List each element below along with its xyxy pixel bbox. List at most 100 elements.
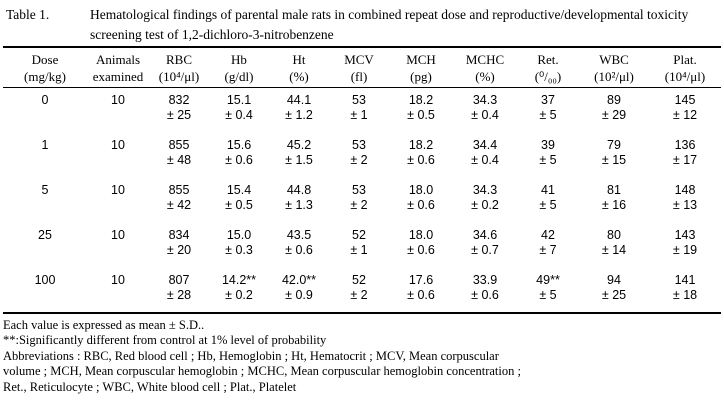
value-cell: 42.0** ± 0.9 (269, 268, 329, 313)
mean-value: 136 (674, 137, 696, 152)
sd-value: ± 29 (601, 108, 627, 122)
mean-value: 42.0** (281, 272, 317, 287)
header-unit: (⁰/₀₀) (534, 69, 562, 84)
value-cell: 18.2 ± 0.5 (389, 88, 453, 133)
table-header: Dose (mg/kg) Animals examined RBC (10⁴/μ… (3, 47, 721, 88)
sd-value: ± 5 (539, 287, 557, 302)
sd-value: ± 18 (672, 287, 698, 302)
sd-value: ± 25 (166, 108, 192, 122)
sd-value: ± 0.2 (225, 287, 253, 302)
mean-value: 53 (352, 93, 366, 107)
value-cell: 15.0 ± 0.3 (209, 223, 269, 268)
sd-value: ± 5 (539, 197, 557, 212)
sd-value: ± 1.2 (285, 108, 313, 122)
dose-cell: 100 (34, 272, 56, 287)
sd-value: ± 2 (350, 197, 368, 212)
animals-cell: 10 (111, 227, 125, 242)
sd-value: ± 7 (539, 242, 557, 257)
value-cell: 37 ± 5 (517, 88, 579, 133)
value-cell: 44.8 ± 1.3 (269, 178, 329, 223)
table-row: 25 10 834 ± 20 15.0 ± 0.3 43.5 ± 0.6 52 ± 1 18.0… (3, 223, 721, 268)
mean-value: 53 (352, 137, 366, 152)
mean-value: 81 (607, 182, 621, 197)
mean-value: 15.6 (226, 137, 252, 152)
value-cell: 15.6 ± 0.6 (209, 133, 269, 178)
table-row: 100 10 807 ± 28 14.2** ± 0.2 42.0** ± 0.9 52 ± … (3, 268, 721, 313)
sd-value: ± 0.2 (471, 197, 499, 212)
header-name: Ret. (537, 52, 559, 67)
header-name: Hb (231, 52, 247, 67)
value-cell: 18.0 ± 0.6 (389, 178, 453, 223)
mean-value: 855 (168, 137, 190, 152)
sd-value: ± 0.6 (471, 287, 499, 302)
sd-value: ± 0.5 (225, 197, 253, 212)
mean-value: 18.2 (408, 137, 434, 152)
value-cell: 855 ± 48 (149, 133, 209, 178)
sd-value: ± 28 (166, 287, 192, 302)
mean-value: 15.0 (226, 227, 252, 242)
sd-value: ± 14 (601, 242, 627, 257)
sd-value: ± 12 (672, 108, 698, 122)
mean-value: 15.4 (226, 182, 252, 197)
mean-value: 855 (168, 182, 190, 197)
sd-value: ± 20 (166, 242, 192, 257)
header-unit: (pg) (410, 69, 432, 84)
value-cell: 44.1 ± 1.2 (269, 88, 329, 133)
value-cell: 33.9 ± 0.6 (453, 268, 517, 313)
header-name: Ht (292, 52, 306, 67)
table-row: 5 10 855 ± 42 15.4 ± 0.5 44.8 ± 1.3 53 ± 2 18.0 ±… (3, 178, 721, 223)
value-cell: 14.2** ± 0.2 (209, 268, 269, 313)
value-cell: 45.2 ± 1.5 (269, 133, 329, 178)
mean-value: 53 (352, 182, 366, 197)
footnote-abbreviations-line3: Ret., Reticulocyte ; WBC, White blood ce… (3, 379, 297, 394)
value-cell: 79 ± 15 (579, 133, 649, 178)
header-name: MCV (344, 52, 374, 67)
sd-value: ± 0.6 (407, 287, 435, 302)
mean-value: 14.2** (221, 272, 257, 287)
value-cell: 17.6 ± 0.6 (389, 268, 453, 313)
sd-value: ± 0.6 (407, 152, 435, 167)
table-body: 0 10 832 ± 25 15.1 ± 0.4 44.1 ± 1.2 53 ± 1 18.2 ±… (3, 88, 721, 313)
dose-cell: 1 (41, 137, 49, 152)
mean-value: 52 (352, 272, 366, 287)
sd-value: ± 1 (350, 108, 368, 122)
header-name: Plat. (673, 52, 697, 67)
sd-value: ± 13 (672, 197, 698, 212)
value-cell: 18.2 ± 0.6 (389, 133, 453, 178)
mean-value: 145 (674, 93, 696, 107)
sd-value: ± 25 (601, 287, 627, 302)
sd-value: ± 0.6 (407, 197, 435, 212)
mean-value: 80 (607, 227, 621, 242)
column-header-hb: Hb (g/dl) (209, 47, 269, 88)
sd-value: ± 0.9 (285, 287, 313, 302)
sd-value: ± 2 (350, 152, 368, 167)
sd-value: ± 15 (601, 152, 627, 167)
table-title-line1: Hematological findings of parental male … (90, 7, 689, 22)
mean-value: 141 (674, 272, 696, 287)
value-cell: 34.3 ± 0.2 (453, 178, 517, 223)
dose-cell: 25 (38, 227, 52, 242)
sd-value: ± 17 (672, 152, 698, 167)
value-cell: 52 ± 2 (329, 268, 389, 313)
value-cell: 136 ± 17 (649, 133, 721, 178)
header-name: Dose (31, 52, 59, 67)
table-row: 0 10 832 ± 25 15.1 ± 0.4 44.1 ± 1.2 53 ± 1 18.2 ±… (3, 88, 721, 133)
mean-value: 42 (541, 227, 555, 242)
column-header-mch: MCH (pg) (389, 47, 453, 88)
mean-value: 18.2 (408, 93, 434, 107)
hematology-table: Dose (mg/kg) Animals examined RBC (10⁴/μ… (3, 46, 721, 314)
mean-value: 832 (168, 93, 190, 107)
sd-value: ± 0.4 (471, 152, 499, 167)
mean-value: 79 (607, 137, 621, 152)
header-name: MCH (406, 52, 436, 67)
value-cell: 43.5 ± 0.6 (269, 223, 329, 268)
sd-value: ± 42 (166, 197, 192, 212)
sd-value: ± 0.3 (225, 242, 253, 257)
header-unit: (mg/kg) (24, 69, 66, 84)
mean-value: 834 (168, 227, 190, 242)
header-name: MCHC (465, 52, 505, 67)
column-header-plat: Plat. (10⁴/μl) (649, 47, 721, 88)
value-cell: 834 ± 20 (149, 223, 209, 268)
table-number-label: Table 1. (6, 7, 50, 22)
